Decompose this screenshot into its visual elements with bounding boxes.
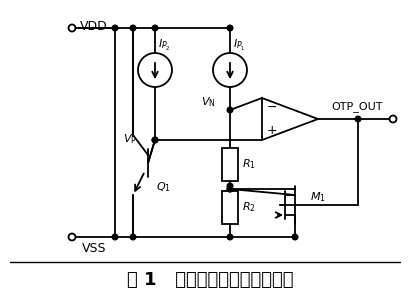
Circle shape: [227, 234, 233, 240]
Text: 图 1   传统过温保护电路原理图: 图 1 传统过温保护电路原理图: [127, 271, 293, 289]
Circle shape: [227, 186, 233, 192]
Text: $R_2$: $R_2$: [242, 200, 256, 214]
Text: $R_1$: $R_1$: [242, 158, 256, 171]
Circle shape: [112, 25, 118, 31]
Circle shape: [355, 116, 361, 122]
Text: +: +: [267, 125, 277, 138]
Circle shape: [213, 53, 247, 87]
Circle shape: [152, 25, 158, 31]
Circle shape: [227, 186, 233, 192]
Text: $I_{P_1}$: $I_{P_1}$: [233, 37, 246, 53]
Circle shape: [152, 137, 158, 143]
Text: VSS: VSS: [82, 243, 106, 256]
Circle shape: [389, 116, 396, 123]
Text: $I_{P_2}$: $I_{P_2}$: [158, 37, 171, 53]
Circle shape: [69, 234, 76, 240]
Bar: [222, 148, 238, 181]
Bar: [222, 191, 238, 224]
Text: $V_{\mathrm{N}}$: $V_{\mathrm{N}}$: [202, 95, 216, 109]
Text: $M_1$: $M_1$: [310, 190, 326, 204]
Circle shape: [130, 25, 136, 31]
Text: $Q_1$: $Q_1$: [156, 180, 171, 194]
Circle shape: [69, 24, 76, 32]
Text: −: −: [267, 101, 277, 113]
Circle shape: [292, 234, 298, 240]
Circle shape: [227, 183, 233, 189]
Circle shape: [112, 234, 118, 240]
Circle shape: [130, 234, 136, 240]
Text: VDD: VDD: [80, 20, 108, 33]
Circle shape: [227, 107, 233, 113]
Circle shape: [227, 25, 233, 31]
Circle shape: [152, 137, 158, 143]
Circle shape: [138, 53, 172, 87]
Text: OTP_OUT: OTP_OUT: [332, 101, 383, 113]
Text: $V_{\mathrm{P}}$: $V_{\mathrm{P}}$: [123, 132, 137, 146]
